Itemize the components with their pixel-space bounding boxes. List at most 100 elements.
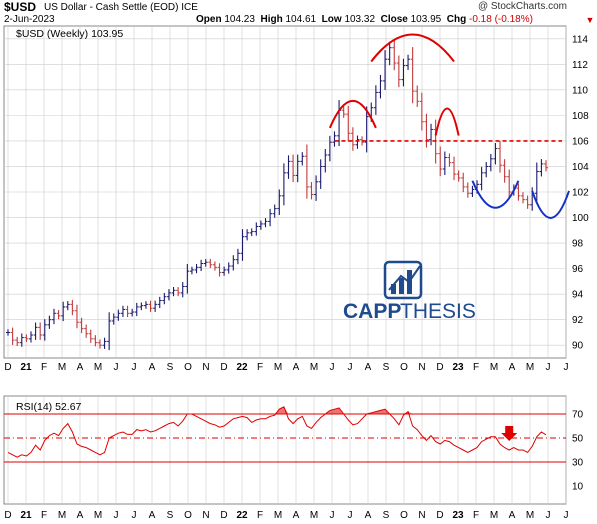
rsi-x-tick-label: 22 bbox=[236, 510, 248, 521]
price-x-tick-label: 21 bbox=[20, 362, 32, 373]
price-bar bbox=[84, 324, 89, 338]
price-bar bbox=[272, 204, 277, 218]
price-bar bbox=[125, 305, 130, 318]
price-y-tick-label: 100 bbox=[572, 213, 589, 224]
price-bar bbox=[15, 336, 20, 346]
rsi-x-tick-label: N bbox=[202, 510, 209, 521]
open-value: 104.23 bbox=[224, 14, 255, 25]
price-y-tick-label: 92 bbox=[572, 315, 584, 326]
price-x-tick-label: A bbox=[77, 362, 84, 373]
price-bar bbox=[327, 135, 332, 162]
price-y-tick-label: 104 bbox=[572, 162, 589, 173]
rsi-x-tick-label: J bbox=[546, 510, 551, 521]
price-bar bbox=[295, 154, 300, 183]
price-bar bbox=[530, 187, 535, 211]
price-bar bbox=[373, 85, 378, 115]
price-bar bbox=[217, 263, 222, 277]
rsi-x-tick-label: M bbox=[58, 510, 66, 521]
chart-date: 2-Jun-2023 bbox=[4, 14, 55, 25]
symbol-title: $USD bbox=[4, 0, 37, 14]
price-bar bbox=[479, 166, 484, 191]
right-shoulder-arc bbox=[434, 107, 460, 136]
price-bar bbox=[539, 159, 544, 177]
rsi-x-tick-label: S bbox=[167, 510, 174, 521]
price-bar bbox=[130, 308, 135, 317]
price-bar bbox=[134, 302, 139, 317]
price-x-tick-label: O bbox=[184, 362, 192, 373]
price-bar bbox=[488, 153, 493, 172]
price-x-tick-label: A bbox=[293, 362, 300, 373]
watermark: @ StockCharts.com bbox=[477, 1, 567, 12]
price-bar bbox=[424, 113, 429, 148]
head-arc bbox=[370, 33, 455, 63]
price-bar bbox=[254, 222, 259, 236]
price-bar bbox=[360, 136, 365, 146]
logo-text-capp: CAPP bbox=[343, 300, 401, 323]
rsi-legend: RSI(14) 52.67 bbox=[16, 401, 82, 413]
low-label: Low bbox=[321, 14, 342, 25]
rsi-x-tick-label: 23 bbox=[452, 510, 464, 521]
price-bar bbox=[102, 337, 107, 349]
price-y-tick-label: 94 bbox=[572, 290, 584, 301]
price-bar bbox=[291, 154, 296, 183]
price-bar bbox=[139, 302, 144, 311]
price-bar bbox=[38, 322, 43, 340]
price-bar bbox=[429, 123, 434, 146]
price-bar bbox=[107, 312, 112, 351]
price-bar bbox=[502, 159, 507, 183]
price-y-tick-label: 110 bbox=[572, 85, 588, 96]
price-bar bbox=[28, 331, 33, 343]
price-x-tick-label: D bbox=[220, 362, 227, 373]
price-bar bbox=[61, 301, 66, 322]
price-x-tick-label: M bbox=[58, 362, 66, 373]
low-value: 103.32 bbox=[344, 14, 376, 25]
rsi-y-tick-label: 50 bbox=[572, 434, 584, 445]
rsi-x-tick-label: M bbox=[94, 510, 102, 521]
price-bar bbox=[148, 300, 153, 312]
price-x-tick-label: J bbox=[114, 362, 119, 373]
price-bar bbox=[396, 55, 401, 88]
logo-trend-icon bbox=[388, 265, 421, 291]
price-bar bbox=[507, 169, 512, 200]
price-bar bbox=[65, 301, 70, 311]
price-y-tick-label: 102 bbox=[572, 188, 589, 199]
price-bar bbox=[162, 293, 167, 305]
rsi-down-arrow-icon bbox=[501, 426, 518, 441]
price-bar bbox=[268, 208, 273, 227]
rsi-x-tick-label: F bbox=[257, 510, 263, 521]
price-bar bbox=[180, 282, 185, 298]
rsi-x-tick-label: J bbox=[114, 510, 119, 521]
price-x-tick-label: F bbox=[257, 362, 263, 373]
price-bar bbox=[470, 185, 475, 197]
price-x-tick-label: M bbox=[526, 362, 534, 373]
price-bar bbox=[208, 258, 213, 269]
close-value: 103.95 bbox=[410, 14, 442, 25]
close-label: Close bbox=[380, 14, 408, 25]
price-bar bbox=[461, 172, 466, 193]
price-bar bbox=[314, 175, 319, 201]
price-bar bbox=[194, 264, 199, 274]
rsi-x-tick-label: J bbox=[348, 510, 353, 521]
price-bar bbox=[51, 308, 56, 325]
price-x-tick-label: S bbox=[383, 362, 390, 373]
price-bar bbox=[111, 313, 116, 325]
price-x-tick-label: J bbox=[132, 362, 137, 373]
rsi-x-tick-label: J bbox=[132, 510, 137, 521]
price-bar bbox=[456, 170, 461, 182]
price-bar bbox=[245, 229, 250, 241]
rsi-x-tick-label: A bbox=[509, 510, 516, 521]
rsi-line bbox=[7, 406, 547, 458]
price-bar bbox=[10, 327, 15, 345]
price-bar bbox=[525, 195, 530, 209]
price-bar bbox=[438, 146, 443, 177]
left-inverse-arc bbox=[471, 180, 520, 209]
price-bar bbox=[415, 85, 420, 107]
price-x-tick-label: A bbox=[149, 362, 156, 373]
price-x-tick-label: S bbox=[167, 362, 174, 373]
price-x-tick-label: D bbox=[4, 362, 11, 373]
price-bar bbox=[120, 305, 125, 318]
price-x-tick-label: J bbox=[546, 362, 551, 373]
logo-frame-icon bbox=[383, 260, 423, 300]
price-bar bbox=[56, 309, 61, 320]
collapse-arrow-icon[interactable]: ▼ bbox=[585, 15, 595, 25]
